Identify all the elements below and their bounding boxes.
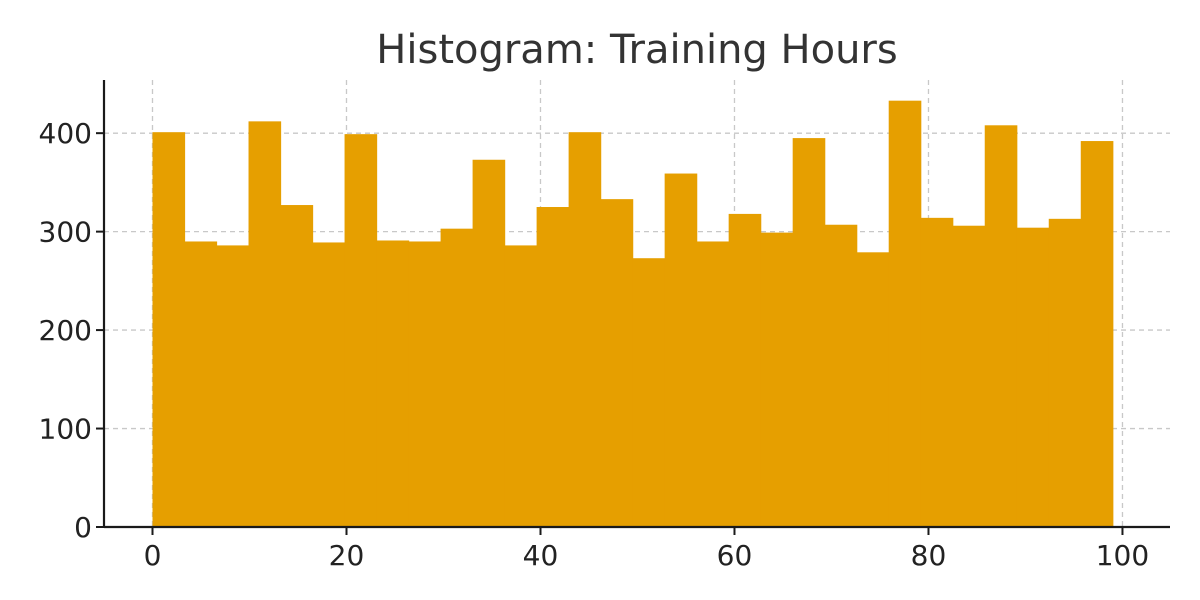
histogram-bar xyxy=(472,159,506,527)
chart-title: Histogram: Training Hours xyxy=(376,27,897,73)
histogram-bar xyxy=(984,125,1018,528)
y-axis-ticks: 0 100 200 300 400 xyxy=(39,117,104,544)
histogram-bar xyxy=(184,241,218,527)
axes xyxy=(102,80,1170,529)
histogram-bar xyxy=(568,132,602,528)
x-tick-label: 80 xyxy=(911,539,947,572)
histogram-bar xyxy=(344,134,378,527)
histogram-bar xyxy=(248,121,282,528)
histogram-bar xyxy=(376,240,410,527)
histogram-bars xyxy=(152,100,1114,528)
histogram-bar xyxy=(792,138,826,527)
histogram-bar xyxy=(536,207,570,527)
histogram-bar xyxy=(504,245,538,527)
histogram-bar xyxy=(1080,141,1114,527)
histogram-bar xyxy=(728,213,762,527)
histogram-bar xyxy=(856,252,890,527)
x-axis-ticks: 0 20 40 60 80 100 xyxy=(144,527,1149,572)
histogram-bar xyxy=(600,199,634,528)
y-tick-label: 400 xyxy=(39,117,92,150)
histogram-bar xyxy=(920,217,954,527)
histogram-bar xyxy=(216,245,250,527)
histogram-bar xyxy=(440,228,474,527)
histogram-bar xyxy=(888,100,922,527)
x-tick-label: 60 xyxy=(717,539,753,572)
y-tick-label: 100 xyxy=(39,413,92,446)
x-tick-label: 20 xyxy=(329,539,365,572)
histogram-bar xyxy=(1048,218,1082,527)
x-tick-label: 100 xyxy=(1096,539,1149,572)
histogram-bar xyxy=(312,242,346,528)
histogram-bar xyxy=(664,173,698,527)
histogram-bar xyxy=(824,224,858,528)
histogram-bar xyxy=(280,205,314,527)
x-tick-label: 40 xyxy=(523,539,559,572)
x-tick-label: 0 xyxy=(144,539,162,572)
histogram-bar xyxy=(152,132,186,528)
histogram-bar xyxy=(696,241,730,527)
histogram-bar xyxy=(632,258,666,527)
histogram-bar xyxy=(952,225,986,527)
histogram-bar xyxy=(408,241,442,527)
y-tick-label: 200 xyxy=(39,314,92,347)
y-tick-label: 300 xyxy=(39,216,92,249)
histogram-bar xyxy=(760,232,794,527)
histogram-bar xyxy=(1016,227,1050,527)
y-tick-label: 0 xyxy=(74,511,92,544)
